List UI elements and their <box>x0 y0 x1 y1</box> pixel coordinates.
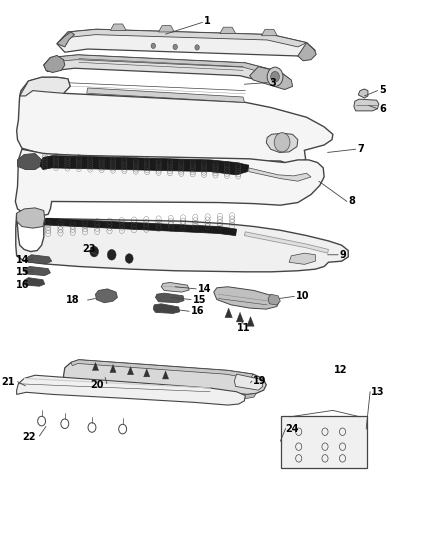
Polygon shape <box>250 67 293 90</box>
Circle shape <box>271 71 279 82</box>
Text: 6: 6 <box>379 104 386 114</box>
Text: 14: 14 <box>198 284 212 294</box>
Polygon shape <box>161 282 189 292</box>
Text: 13: 13 <box>371 387 385 397</box>
Circle shape <box>267 67 283 86</box>
Polygon shape <box>92 362 99 370</box>
Polygon shape <box>220 27 236 34</box>
Polygon shape <box>144 369 150 377</box>
Bar <box>282 418 291 426</box>
Polygon shape <box>110 365 116 373</box>
Text: 7: 7 <box>357 144 364 154</box>
Polygon shape <box>237 312 244 322</box>
Text: 15: 15 <box>16 267 29 277</box>
Polygon shape <box>24 266 50 276</box>
Text: 20: 20 <box>91 380 104 390</box>
Circle shape <box>151 43 155 49</box>
Polygon shape <box>289 253 315 264</box>
Circle shape <box>125 254 133 263</box>
Polygon shape <box>249 168 311 181</box>
Polygon shape <box>17 77 333 164</box>
Polygon shape <box>15 149 324 216</box>
Polygon shape <box>110 24 126 30</box>
Polygon shape <box>71 360 253 378</box>
Text: 21: 21 <box>1 377 15 386</box>
Polygon shape <box>358 89 368 98</box>
Circle shape <box>90 246 99 257</box>
Polygon shape <box>354 99 379 111</box>
Circle shape <box>195 45 199 50</box>
Polygon shape <box>17 208 45 228</box>
Text: 16: 16 <box>191 306 205 316</box>
Bar <box>282 458 291 465</box>
Text: 19: 19 <box>253 376 267 385</box>
Text: 24: 24 <box>286 424 299 433</box>
Polygon shape <box>261 29 277 36</box>
Polygon shape <box>298 43 316 61</box>
Text: 22: 22 <box>22 432 36 442</box>
Text: 10: 10 <box>296 292 310 301</box>
Polygon shape <box>65 383 256 399</box>
Text: 11: 11 <box>237 324 251 333</box>
Polygon shape <box>153 304 180 313</box>
Circle shape <box>173 44 177 50</box>
Polygon shape <box>244 232 328 253</box>
Polygon shape <box>268 294 280 305</box>
Text: 9: 9 <box>340 250 346 260</box>
Text: 12: 12 <box>334 366 347 375</box>
Text: 18: 18 <box>66 295 80 305</box>
Text: 3: 3 <box>269 78 276 87</box>
Polygon shape <box>266 133 298 152</box>
Polygon shape <box>26 255 52 264</box>
Polygon shape <box>68 29 307 47</box>
Polygon shape <box>20 77 70 96</box>
Text: 15: 15 <box>193 295 206 304</box>
Polygon shape <box>17 375 245 405</box>
Polygon shape <box>87 88 244 102</box>
Text: 8: 8 <box>349 197 356 206</box>
Polygon shape <box>40 156 249 175</box>
Polygon shape <box>50 55 280 76</box>
Text: 16: 16 <box>16 280 29 289</box>
Polygon shape <box>16 213 348 272</box>
Polygon shape <box>57 32 74 47</box>
Polygon shape <box>155 293 184 303</box>
Circle shape <box>274 133 290 152</box>
Bar <box>357 458 366 465</box>
Polygon shape <box>234 374 263 390</box>
Text: 14: 14 <box>16 255 29 265</box>
Polygon shape <box>225 308 232 318</box>
Text: 23: 23 <box>82 245 96 254</box>
Polygon shape <box>45 219 237 236</box>
Circle shape <box>107 249 116 260</box>
Polygon shape <box>214 287 279 309</box>
Polygon shape <box>18 154 42 169</box>
Polygon shape <box>64 360 266 394</box>
Polygon shape <box>44 55 289 84</box>
Polygon shape <box>44 55 65 72</box>
Polygon shape <box>127 367 134 375</box>
Bar <box>357 418 366 426</box>
Polygon shape <box>57 29 315 56</box>
Polygon shape <box>95 289 117 303</box>
Polygon shape <box>162 371 169 379</box>
Polygon shape <box>24 278 45 286</box>
Polygon shape <box>159 26 174 32</box>
Text: 5: 5 <box>379 85 386 94</box>
Polygon shape <box>281 416 367 468</box>
Polygon shape <box>247 317 254 326</box>
Text: 1: 1 <box>204 17 210 26</box>
